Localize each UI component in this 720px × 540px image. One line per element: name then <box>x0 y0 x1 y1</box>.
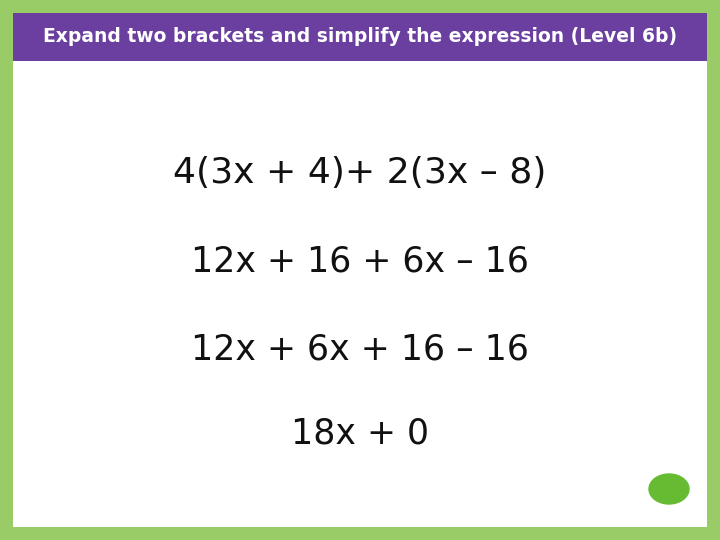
Text: 18x + 0: 18x + 0 <box>291 417 429 451</box>
Text: 12x + 6x + 16 – 16: 12x + 6x + 16 – 16 <box>191 333 529 367</box>
Text: 12x + 16 + 6x – 16: 12x + 16 + 6x – 16 <box>191 245 529 279</box>
Text: 4(3x + 4)+ 2(3x – 8): 4(3x + 4)+ 2(3x – 8) <box>174 156 546 190</box>
Text: Expand two brackets and simplify the expression (Level 6b): Expand two brackets and simplify the exp… <box>43 28 677 46</box>
